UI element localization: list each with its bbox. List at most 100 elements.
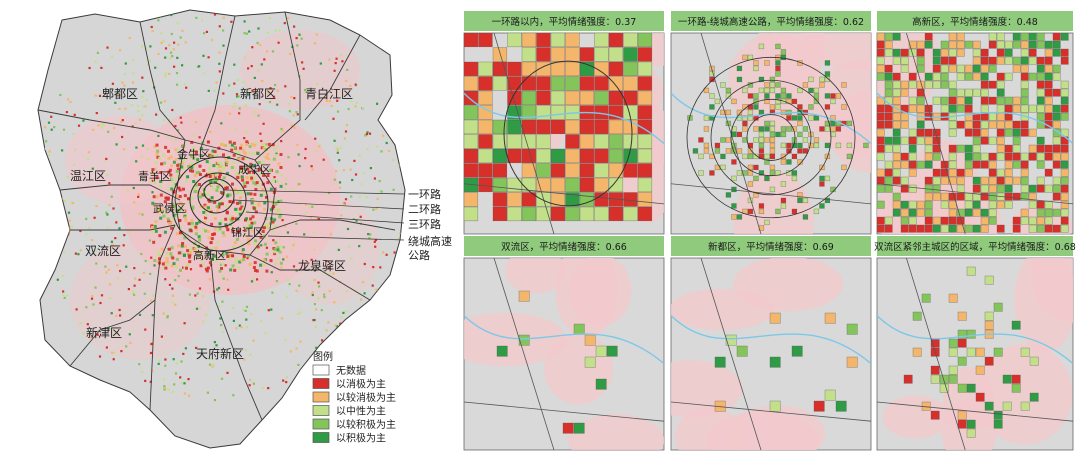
grid-cell <box>964 88 973 97</box>
grid-cell <box>263 58 266 61</box>
grid-cell <box>164 74 167 77</box>
grid-cell <box>1004 160 1013 169</box>
grid-cell <box>255 247 259 251</box>
grid-cell <box>82 332 85 335</box>
grid-cell <box>201 244 205 248</box>
grid-cell <box>980 224 989 233</box>
grid-cell <box>780 93 787 99</box>
grid-cell <box>85 217 88 220</box>
grid-cell <box>988 184 997 193</box>
grid-cell <box>297 363 300 366</box>
grid-cell <box>747 109 754 116</box>
grid-cell <box>257 204 261 207</box>
grid-cell <box>95 262 98 265</box>
grid-cell <box>156 155 160 159</box>
grid-cell <box>769 142 776 149</box>
grid-cell <box>775 208 781 215</box>
grid-cell <box>266 89 269 92</box>
grid-cell <box>190 162 194 166</box>
grid-cell <box>1002 401 1012 411</box>
grid-cell <box>149 299 153 302</box>
grid-cell <box>155 176 159 180</box>
grid-cell <box>239 169 243 173</box>
district-label-pidu: 郫都区 <box>102 86 138 101</box>
grid-cell <box>797 131 803 138</box>
grid-cell <box>273 252 277 256</box>
grid-cell <box>222 153 225 157</box>
grid-cell <box>797 104 803 110</box>
grid-cell <box>197 220 201 224</box>
grid-cell <box>637 119 653 135</box>
grid-cell <box>110 55 113 58</box>
grid-cell <box>246 257 249 260</box>
grid-cell <box>225 186 229 190</box>
grid-cell <box>932 64 941 73</box>
grid-cell <box>232 245 236 249</box>
grid-cell <box>742 87 748 94</box>
grid-cell <box>392 159 395 162</box>
grid-cell <box>95 205 98 208</box>
grid-cell <box>198 136 201 139</box>
grid-cell <box>1011 320 1021 330</box>
panel-header <box>464 11 664 31</box>
grid-cell <box>222 176 226 180</box>
grid-cell <box>948 88 957 97</box>
grid-cell <box>208 363 212 366</box>
grid-cell <box>285 295 288 298</box>
grid-cell <box>202 210 206 214</box>
grid-cell <box>238 188 242 192</box>
grid-cell <box>380 150 383 153</box>
grid-cell <box>129 230 132 233</box>
grid-cell <box>171 390 175 393</box>
grid-cell <box>464 105 479 120</box>
grid-cell <box>220 143 223 146</box>
detail-panel-5: 新都区，平均情绪强度：0.69 <box>670 236 872 451</box>
grid-cell <box>1060 56 1069 65</box>
grid-cell <box>584 356 596 368</box>
grid-cell <box>216 256 220 260</box>
grid-cell <box>948 216 957 225</box>
grid-cell <box>219 317 222 320</box>
grid-cell <box>363 292 366 295</box>
grid-cell <box>550 90 566 106</box>
grid-cell <box>260 244 263 247</box>
grid-cell <box>333 301 336 304</box>
grid-cell <box>797 148 803 154</box>
grid-cell <box>908 184 917 193</box>
grid-cell <box>173 383 176 386</box>
grid-cell <box>924 128 933 137</box>
grid-cell <box>280 317 284 320</box>
grid-cell <box>237 151 241 155</box>
grid-cell <box>769 148 776 154</box>
grid-cell <box>256 152 260 155</box>
grid-cell <box>608 76 624 91</box>
grid-cell <box>287 156 290 159</box>
grid-cell <box>160 41 163 44</box>
grid-cell <box>91 239 94 242</box>
grid-cell <box>268 17 271 20</box>
grid-cell <box>140 45 144 48</box>
grid-cell <box>830 131 836 138</box>
grid-cell <box>235 93 239 96</box>
grid-cell <box>916 200 925 209</box>
grid-cell <box>316 217 319 220</box>
grid-cell <box>299 183 302 186</box>
grid-cell <box>298 284 301 287</box>
grid-cell <box>220 377 224 380</box>
grid-cell <box>269 87 272 90</box>
grid-cell <box>120 121 123 124</box>
grid-cell <box>1004 96 1013 105</box>
grid-cell <box>134 122 137 125</box>
grid-cell <box>339 186 342 189</box>
grid-cell <box>250 221 254 225</box>
grid-cell <box>279 184 283 188</box>
grid-cell <box>157 134 160 137</box>
grid-cell <box>988 96 997 105</box>
grid-cell <box>824 126 831 132</box>
grid-cell <box>343 137 346 140</box>
grid-cell <box>273 218 277 222</box>
grid-cell <box>119 269 122 273</box>
grid-cell <box>819 82 825 88</box>
grid-cell <box>338 159 341 162</box>
grid-cell <box>791 153 798 160</box>
